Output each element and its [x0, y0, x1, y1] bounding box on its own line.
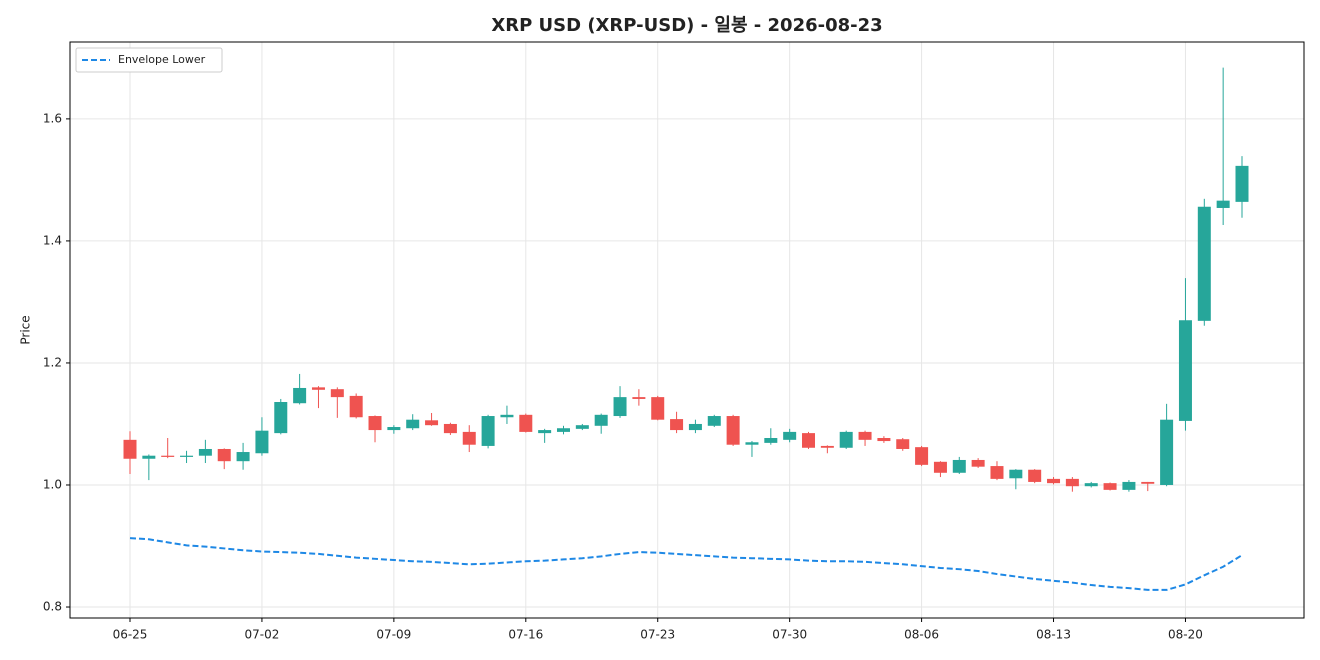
- legend-box: [75, 47, 223, 73]
- candle-body: [726, 416, 740, 445]
- candle-body: [538, 430, 552, 434]
- candle-body: [783, 431, 797, 440]
- x-tick-label: 07-16: [508, 628, 543, 642]
- candle-body: [274, 402, 288, 434]
- candle-body: [896, 439, 910, 449]
- legend-label: Envelope Lower: [118, 53, 206, 66]
- plot-frame: [69, 41, 1305, 619]
- candle-body: [839, 431, 853, 448]
- candle-body: [802, 433, 816, 448]
- candle-body: [236, 452, 250, 462]
- candle-body: [915, 447, 929, 465]
- candle-body: [877, 438, 891, 442]
- candle-body: [481, 416, 495, 446]
- candle-body: [198, 448, 212, 456]
- candle-body: [971, 459, 985, 467]
- candle-body: [651, 397, 665, 420]
- x-tick-label: 07-30: [772, 628, 807, 642]
- candle-body: [575, 425, 589, 429]
- candle-body: [349, 395, 363, 418]
- candle-body: [1028, 469, 1042, 482]
- candle-body: [519, 414, 533, 432]
- x-tick-label: 07-02: [244, 628, 279, 642]
- candle-body: [1084, 483, 1098, 487]
- candle-body: [1122, 481, 1136, 490]
- x-tick-label: 08-13: [1036, 628, 1071, 642]
- y-tick-label: 1.6: [43, 111, 62, 125]
- x-tick-label: 07-09: [376, 628, 411, 642]
- candle-body: [613, 397, 627, 417]
- candle-body: [443, 423, 457, 434]
- candle-body: [161, 455, 175, 457]
- candle-body: [1065, 478, 1079, 487]
- candle-body: [764, 438, 778, 443]
- candle-body: [632, 397, 646, 399]
- chart-title: XRP USD (XRP-USD) - 일봉 - 2026-08-23: [491, 15, 882, 36]
- candle-body: [1216, 200, 1230, 208]
- candle-body: [462, 431, 476, 445]
- candle-body: [123, 439, 137, 459]
- candle-body: [990, 466, 1004, 479]
- y-axis-label: Price: [19, 315, 33, 344]
- candle-body: [1197, 206, 1211, 321]
- candle-body: [255, 430, 269, 454]
- y-tick-label: 0.8: [43, 600, 62, 614]
- candle-body: [1047, 478, 1061, 484]
- x-tick-label: 08-06: [904, 628, 939, 642]
- candle-body: [1103, 483, 1117, 490]
- candle-body: [707, 416, 721, 426]
- x-tick-label: 07-23: [640, 628, 675, 642]
- x-tick-label: 08-20: [1168, 628, 1203, 642]
- candle-body: [311, 387, 325, 390]
- candle-body: [142, 455, 156, 459]
- candle-body: [368, 416, 382, 431]
- candle-body: [1235, 165, 1249, 202]
- candle-body: [1009, 469, 1023, 479]
- candle-body: [933, 461, 947, 473]
- candle-body: [425, 420, 439, 426]
- candle-body: [500, 414, 514, 418]
- candle-body: [387, 427, 401, 431]
- candle-body: [556, 428, 570, 432]
- candle-body: [952, 459, 966, 473]
- candle-body: [594, 414, 608, 426]
- candle-body: [745, 442, 759, 445]
- candle-body: [330, 389, 344, 398]
- overlay-line: [129, 537, 1243, 591]
- candle-body: [688, 423, 702, 431]
- candle-body: [1141, 481, 1155, 484]
- candle-body: [1160, 419, 1174, 485]
- candle-body: [1178, 320, 1192, 421]
- y-tick-label: 1.2: [43, 355, 62, 369]
- x-tick-label: 06-25: [113, 628, 148, 642]
- candle-body: [670, 419, 684, 431]
- candle-body: [180, 455, 194, 457]
- candle-body: [858, 431, 872, 440]
- candle-body: [820, 445, 834, 448]
- y-tick-label: 1.0: [43, 477, 62, 491]
- candle-body: [217, 448, 231, 462]
- y-tick-label: 1.4: [43, 233, 62, 247]
- candle-body: [293, 387, 307, 404]
- candle-body: [406, 419, 420, 429]
